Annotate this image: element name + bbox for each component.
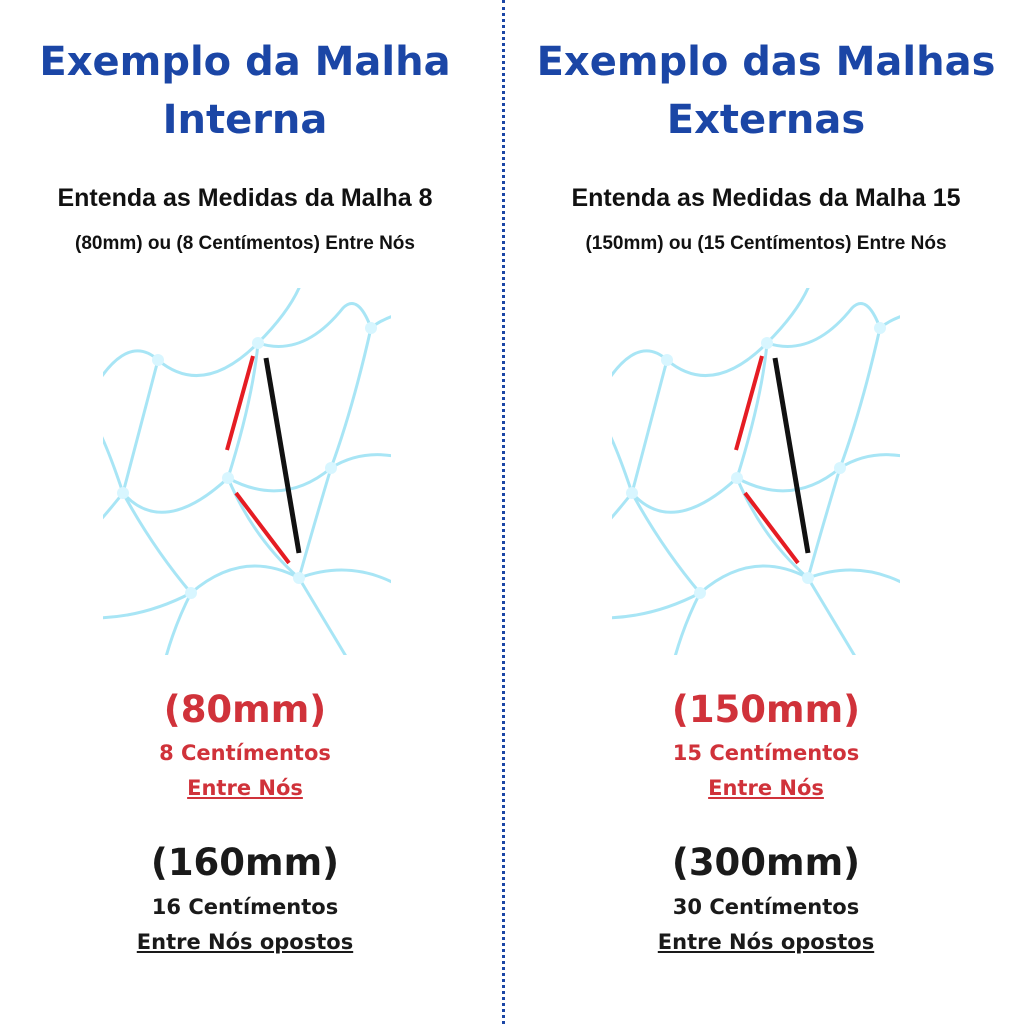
knot-measure: (150mm) <box>671 688 861 731</box>
title-line: Externas <box>666 97 866 143</box>
opposite-measure: (300mm) <box>671 841 861 884</box>
subtitle: Entenda as Medidas da Malha 8 <box>57 184 433 212</box>
net-image <box>612 288 900 655</box>
divider <box>502 0 505 1024</box>
knot-measure: (80mm) <box>163 688 327 731</box>
title-line: Exemplo da Malha <box>39 39 451 85</box>
title-line: Exemplo das Malhas <box>536 39 996 85</box>
column: Exemplo da Malha Interna Entenda as Medida… <box>0 0 490 1024</box>
knot-label: Entre Nós <box>708 776 824 800</box>
subtitle-detail: (80mm) ou (8 Centímentos) Entre Nós <box>75 233 415 254</box>
opposite-cm: 30 Centímentos <box>672 895 860 919</box>
opposite-label: Entre Nós opostos <box>657 930 875 954</box>
net-image <box>103 288 391 655</box>
subtitle-detail: (150mm) ou (15 Centímentos) Entre Nós <box>585 233 947 254</box>
knot-label: Entre Nós <box>187 776 303 800</box>
knot-cm: 8 Centímentos <box>159 741 331 765</box>
knot-cm: 15 Centímentos <box>672 741 860 765</box>
column: Exemplo das Malhas Externas Entenda as Med… <box>510 0 1022 1024</box>
title-line: Interna <box>162 97 328 143</box>
subtitle: Entenda as Medidas da Malha 15 <box>571 184 961 212</box>
opposite-label: Entre Nós opostos <box>136 930 354 954</box>
opposite-measure: (160mm) <box>150 841 340 884</box>
opposite-cm: 16 Centímentos <box>151 895 339 919</box>
